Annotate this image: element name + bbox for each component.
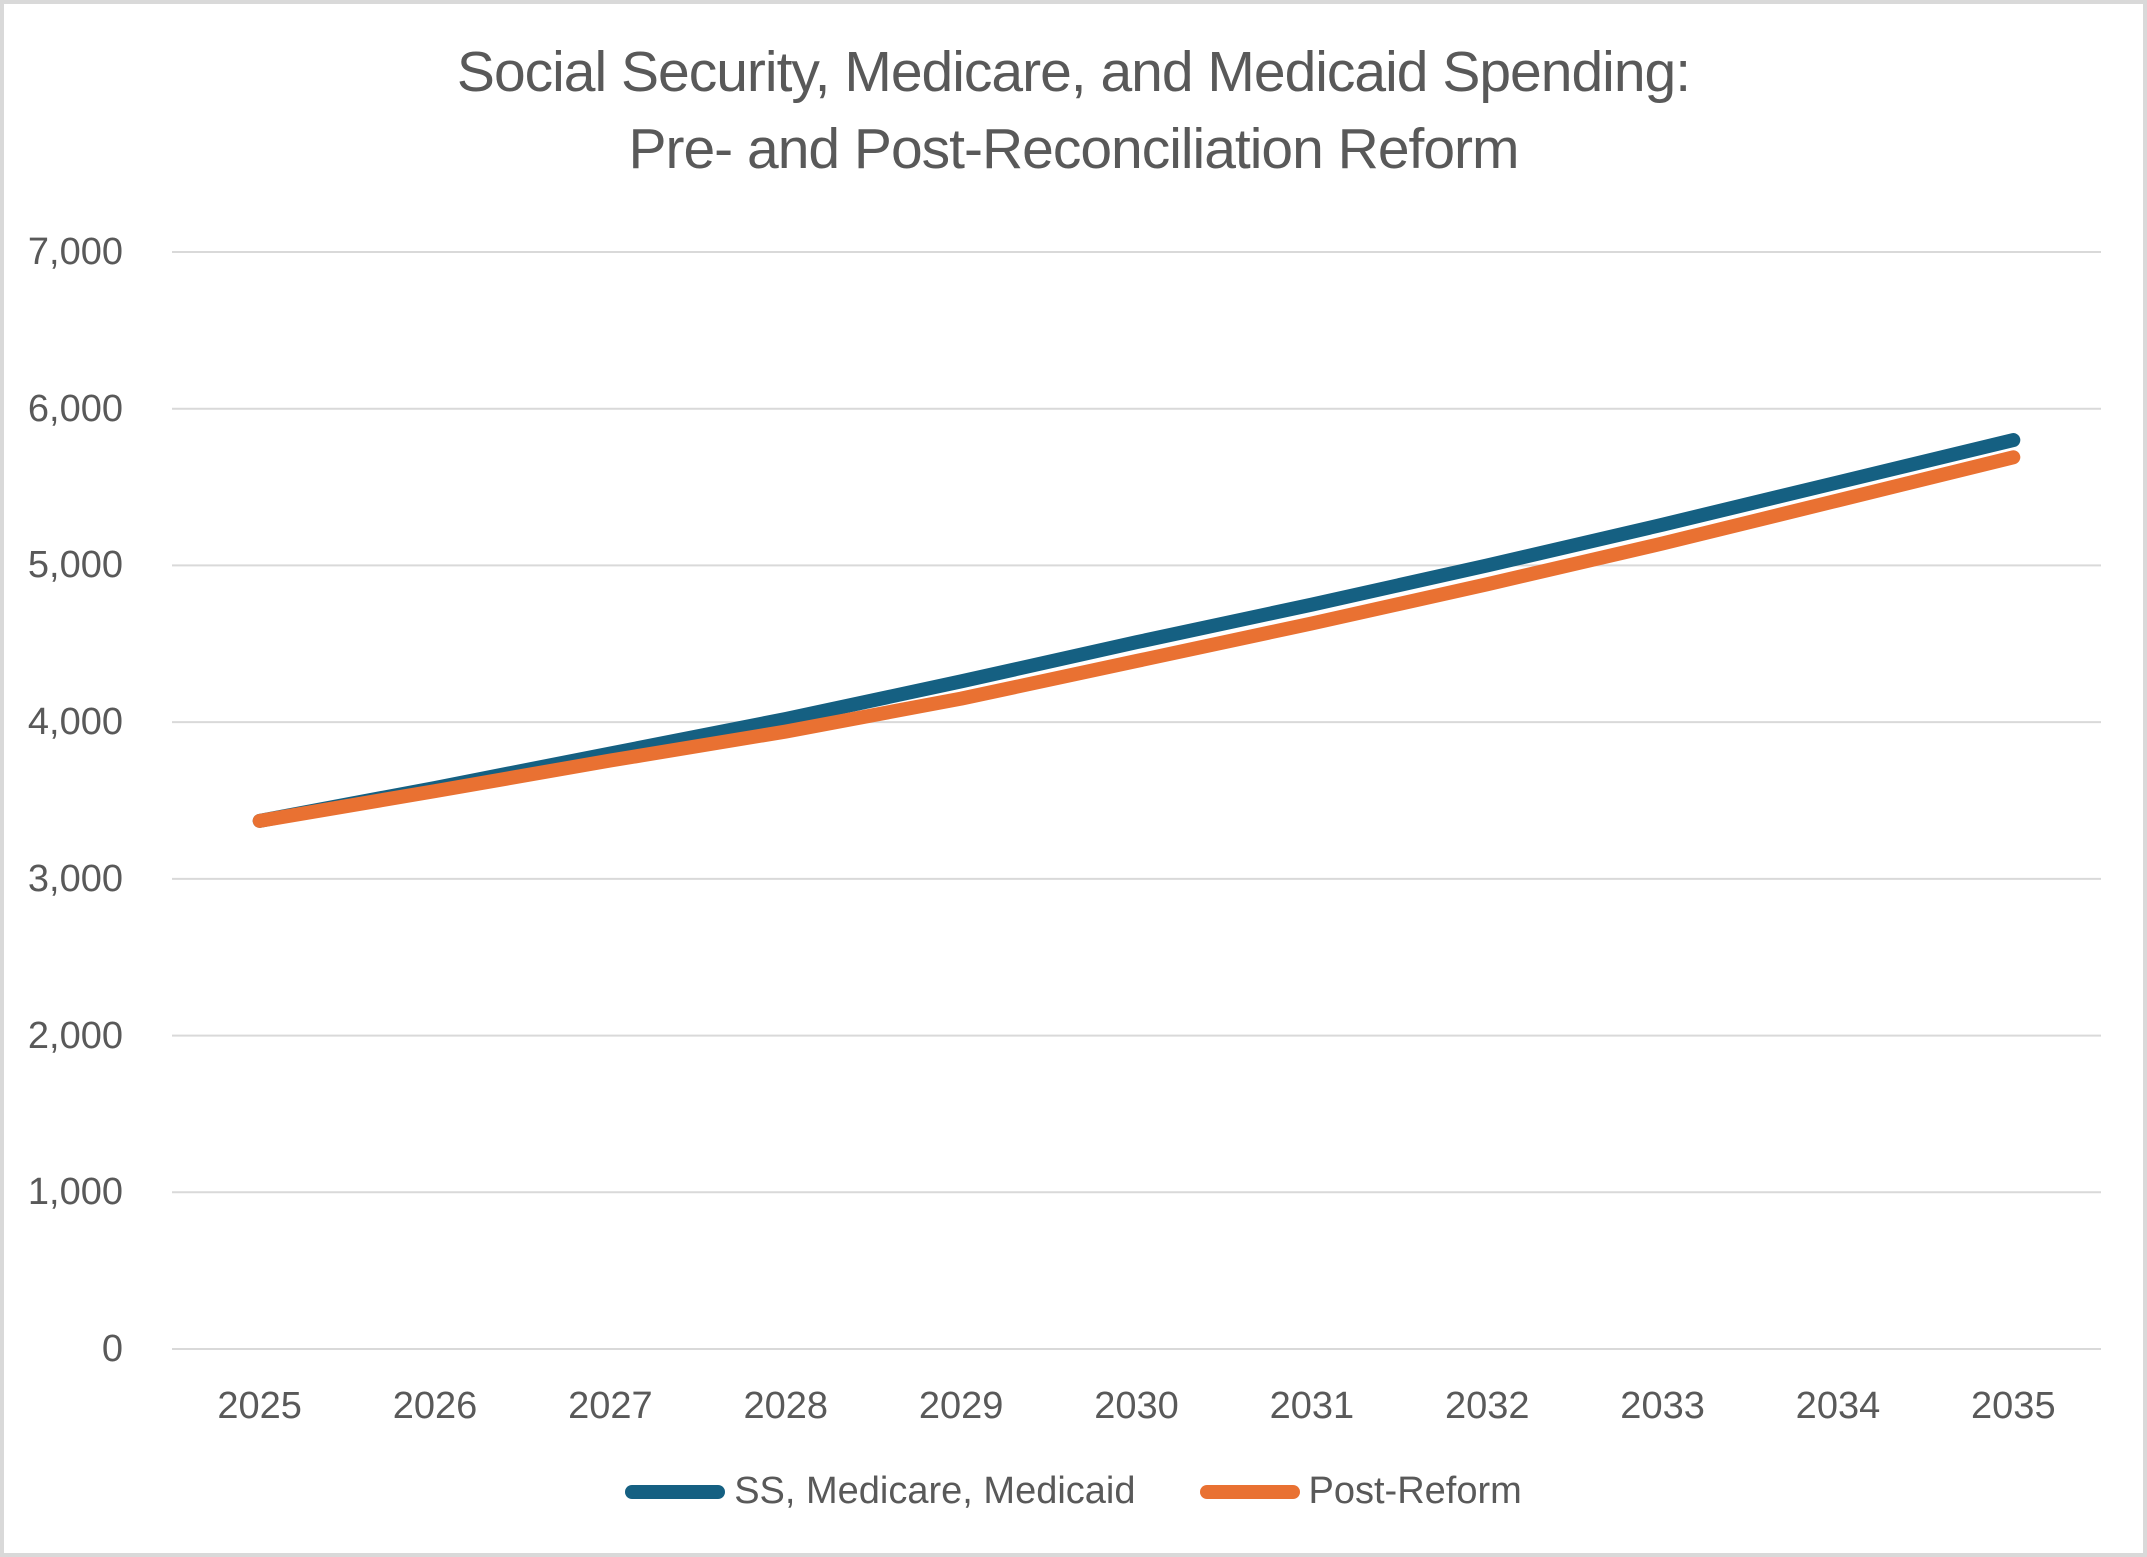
- chart-title-line-2: Pre- and Post-Reconciliation Reform: [628, 117, 1519, 181]
- x-axis-label: 2026: [392, 1385, 478, 1427]
- legend: SS, Medicare, Medicaid Post-Reform: [4, 1470, 2143, 1513]
- x-axis-label: 2025: [217, 1385, 302, 1427]
- y-axis-label: 5,000: [27, 544, 123, 587]
- y-axis-label: 4,000: [27, 701, 123, 744]
- x-axis-label: 2032: [1444, 1385, 1530, 1427]
- y-axis-label: 6,000: [27, 387, 123, 430]
- x-axis-label: 2028: [743, 1385, 829, 1427]
- legend-swatch-orange: [1199, 1484, 1300, 1499]
- x-axis-label: 2030: [1094, 1385, 1179, 1427]
- legend-label: Post-Reform: [1308, 1470, 1522, 1512]
- legend-item-pre-reform: SS, Medicare, Medicaid: [625, 1470, 1136, 1513]
- y-axis-label: 2,000: [27, 1014, 123, 1057]
- legend-swatch-blue: [625, 1484, 726, 1499]
- series-line-0: [252, 433, 2021, 828]
- chart-title: Social Security, Medicare, and Medicaid …: [4, 34, 2143, 188]
- y-axis-label: 0: [101, 1328, 123, 1370]
- x-axis-label: 2034: [1795, 1385, 1881, 1427]
- x-axis-label: 2029: [918, 1385, 1004, 1427]
- plot-area: [172, 251, 2101, 1350]
- series-line-1: [252, 450, 2021, 828]
- x-axis-label: 2035: [1971, 1385, 2056, 1427]
- y-axis-label: 3,000: [27, 857, 123, 900]
- legend-label: SS, Medicare, Medicaid: [734, 1470, 1136, 1512]
- legend-item-post-reform: Post-Reform: [1199, 1470, 1522, 1513]
- x-axis-label: 2031: [1269, 1385, 1355, 1427]
- chart-title-line-1: Social Security, Medicare, and Medicaid …: [456, 40, 1691, 104]
- y-axis-label: 7,000: [27, 231, 123, 273]
- x-axis-label: 2033: [1620, 1385, 1705, 1427]
- y-axis-label: 1,000: [27, 1171, 123, 1214]
- x-axis-label: 2027: [568, 1385, 653, 1427]
